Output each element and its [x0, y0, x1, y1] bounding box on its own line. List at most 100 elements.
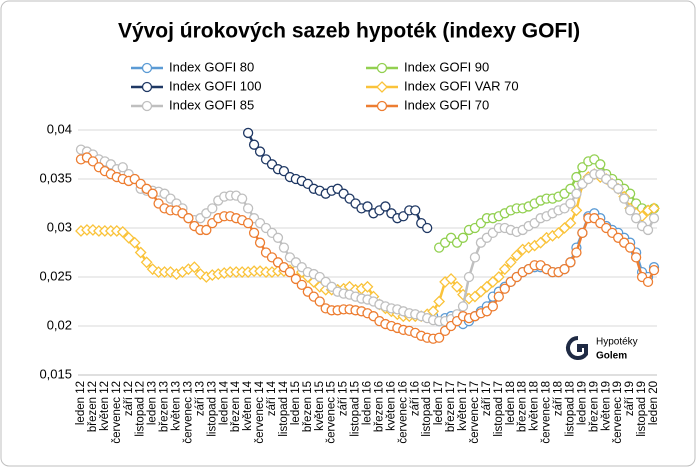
- data-point: [571, 188, 582, 199]
- x-tick-label: listopad 18: [564, 381, 576, 437]
- x-tick-label: leden 20: [648, 381, 660, 425]
- x-tick-label: červenec 12: [111, 381, 123, 444]
- x-tick-label: listopad 12: [135, 381, 147, 437]
- x-tick-label: září 15: [338, 381, 350, 416]
- logo-icon: [566, 336, 588, 360]
- data-point: [510, 249, 523, 262]
- legend-item: Index GOFI 80: [131, 59, 254, 74]
- x-tick-label: leden 19: [576, 381, 588, 425]
- data-point: [254, 146, 266, 157]
- x-tick-label: březen 17: [445, 381, 457, 432]
- data-point: [493, 291, 504, 302]
- data-point: [134, 246, 147, 259]
- data-point: [362, 201, 373, 212]
- data-point: [595, 159, 606, 170]
- data-point: [565, 198, 576, 209]
- x-tick-label: březen 12: [87, 381, 99, 432]
- data-point: [624, 242, 636, 253]
- logo: Hypotéky Golem: [566, 336, 638, 362]
- x-tick-label: listopad 13: [206, 381, 218, 437]
- data-point: [571, 247, 582, 258]
- data-point: [398, 211, 409, 222]
- data-point: [624, 205, 636, 216]
- x-tick-label: červenec 16: [397, 381, 409, 444]
- x-tick-label: červenec 17: [469, 381, 481, 444]
- data-point: [164, 266, 177, 279]
- legend-item: Index GOFI 85: [131, 97, 254, 112]
- data-point: [504, 256, 517, 269]
- y-tick-label: 0,035: [39, 170, 72, 185]
- data-point: [642, 276, 654, 288]
- x-tick-label: červenec 13: [182, 381, 194, 444]
- x-tick-label: březen 16: [373, 381, 385, 432]
- x-tick-label: květen 19: [600, 381, 612, 431]
- legend-label: Index GOFI VAR 70: [404, 78, 519, 93]
- y-tick-label: 0,025: [39, 268, 72, 283]
- data-point: [87, 156, 99, 167]
- logo-text: Golem: [596, 351, 627, 362]
- data-point: [140, 256, 153, 269]
- x-tick-label: březen 14: [230, 380, 242, 432]
- data-point: [499, 283, 510, 294]
- data-point: [487, 301, 499, 312]
- x-tick-label: leden 15: [290, 381, 302, 425]
- x-tick-label: leden 12: [75, 381, 87, 425]
- x-tick-label: červenec 19: [612, 381, 624, 444]
- x-tick-label: květen 17: [457, 381, 469, 431]
- data-point: [278, 242, 290, 253]
- data-point: [147, 188, 158, 199]
- data-point: [116, 226, 129, 238]
- x-tick-label: červenec 18: [541, 381, 553, 444]
- data-point: [559, 264, 570, 275]
- data-point: [254, 237, 266, 248]
- data-point: [463, 271, 475, 283]
- y-tick-label: 0,04: [47, 121, 72, 136]
- x-tick-label: září 14: [266, 380, 278, 416]
- data-point: [380, 201, 391, 212]
- x-tick-label: leden 13: [147, 381, 159, 425]
- x-tick-label: leden 14: [218, 380, 230, 425]
- data-point: [361, 280, 374, 293]
- legend-label: Index GOFI 80: [169, 59, 254, 74]
- legend-item: Index GOFI 100: [131, 78, 262, 93]
- data-point: [445, 273, 457, 285]
- x-tick-label: září 13: [194, 381, 206, 416]
- x-tick-label: květen 14: [242, 380, 254, 430]
- data-point: [570, 204, 583, 217]
- x-tick-label: březen 13: [159, 381, 171, 432]
- x-tick-label: březen 19: [588, 381, 600, 432]
- legend-label: Index GOFI 70: [404, 97, 489, 112]
- data-point: [314, 296, 325, 307]
- data-point: [236, 193, 248, 204]
- data-point: [242, 217, 254, 229]
- legend-item: Index GOFI 70: [366, 97, 489, 112]
- data-point: [278, 166, 290, 177]
- legend-marker: [376, 81, 388, 93]
- x-tick-label: září 19: [624, 381, 636, 416]
- data-point: [117, 162, 128, 173]
- data-point: [457, 301, 469, 312]
- data-point: [571, 171, 582, 183]
- legend-label: Index GOFI 100: [169, 78, 262, 93]
- legend-label: Index GOFI 85: [169, 97, 254, 112]
- data-point: [128, 236, 141, 249]
- data-point: [498, 263, 511, 276]
- legend-marker: [376, 62, 388, 74]
- data-point: [648, 264, 660, 276]
- x-tick-label: březen 15: [302, 381, 314, 432]
- x-tick-label: listopad 19: [636, 381, 648, 437]
- x-tick-label: červenec 15: [326, 381, 338, 444]
- y-tick-label: 0,02: [47, 317, 72, 332]
- chart-title: Vývoj úrokových sazeb hypoték (indexy GO…: [118, 20, 580, 43]
- x-tick-label: listopad 16: [421, 381, 433, 437]
- legend-marker: [141, 62, 153, 74]
- data-point: [451, 280, 463, 293]
- logo-text: Hypotéky: [596, 337, 638, 348]
- data-point: [242, 127, 254, 139]
- data-point: [433, 295, 446, 308]
- data-point: [577, 227, 588, 239]
- data-point: [284, 266, 296, 278]
- x-tick-label: květen 13: [171, 381, 183, 431]
